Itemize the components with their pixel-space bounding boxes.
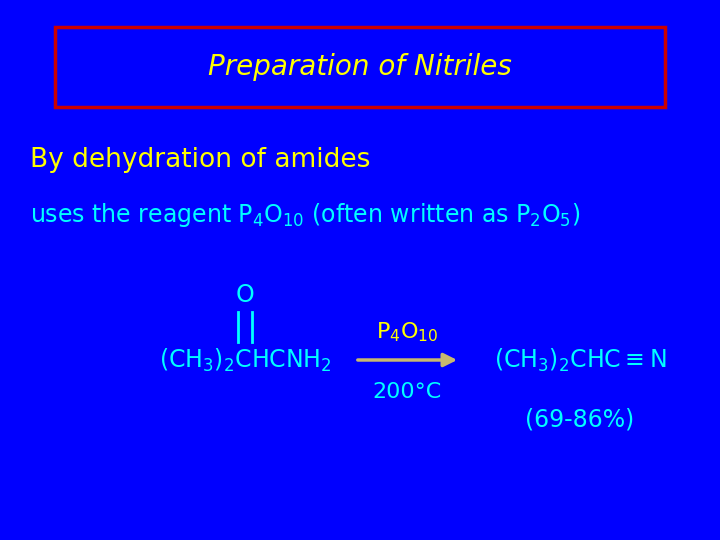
- Bar: [55, 27, 665, 107]
- Text: (69-86%): (69-86%): [526, 408, 634, 432]
- Text: By dehydration of amides: By dehydration of amides: [30, 147, 370, 173]
- Text: 200°C: 200°C: [372, 382, 441, 402]
- Text: uses the reagent P$_4$O$_{10}$ (often written as P$_2$O$_5$): uses the reagent P$_4$O$_{10}$ (often wr…: [30, 201, 580, 229]
- Text: O: O: [235, 283, 254, 307]
- Text: (CH$_3$)$_2$CHC$\equiv$N: (CH$_3$)$_2$CHC$\equiv$N: [494, 346, 667, 374]
- Text: Preparation of Nitriles: Preparation of Nitriles: [208, 53, 512, 81]
- Text: P$_4$O$_{10}$: P$_4$O$_{10}$: [376, 320, 438, 344]
- Text: (CH$_3$)$_2$CHCNH$_2$: (CH$_3$)$_2$CHCNH$_2$: [159, 346, 331, 374]
